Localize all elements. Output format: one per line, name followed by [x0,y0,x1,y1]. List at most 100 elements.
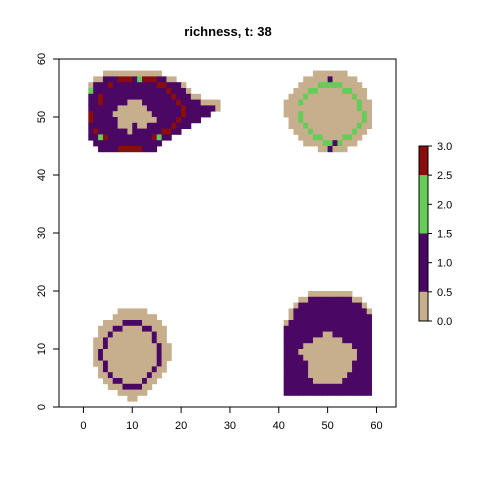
heatmap-cell-bottom-left [107,360,114,367]
heatmap-cell-bottom-right [293,383,299,390]
heatmap-cell-bottom-left [122,308,128,315]
heatmap-cell-top-left [132,70,138,77]
heatmap-cell-bottom-left [117,343,123,350]
heatmap-cell-top-right [322,122,329,129]
heatmap-cell-bottom-left [151,320,158,327]
heatmap-cell-top-left [127,70,133,77]
heatmap-cell-top-left [205,111,211,118]
heatmap-cell-top-left [156,111,162,118]
heatmap-cell-top-left [117,88,123,95]
heatmap-cell-bottom-left [117,372,123,379]
heatmap-cell-bottom-right [317,366,324,373]
heatmap-cell-bottom-right [347,343,353,350]
heatmap-cell-top-right [298,134,304,141]
heatmap-cell-bottom-left [98,372,104,379]
heatmap-cell-bottom-right [308,308,314,315]
heatmap-cell-top-right [332,140,338,147]
heatmap-cell-top-left [112,99,118,106]
heatmap-cell-bottom-right [303,320,309,327]
heatmap-cell-bottom-right [317,314,324,321]
heatmap-cell-top-left [142,146,148,153]
x-tick-label: 20 [175,420,187,432]
heatmap-cell-bottom-right [298,296,304,303]
heatmap-cell-top-right [322,99,329,106]
heatmap-cell-top-right [361,128,368,135]
heatmap-cell-bottom-right [332,372,338,379]
heatmap-cell-top-right [347,93,353,100]
heatmap-cell-bottom-left [142,372,148,379]
heatmap-cell-bottom-left [93,343,99,350]
heatmap-cell-bottom-right [288,337,294,344]
heatmap-cell-bottom-left [137,331,143,338]
heatmap-cell-top-left [137,70,143,77]
heatmap-cell-top-left [151,105,158,112]
heatmap-cell-bottom-left [102,343,109,350]
heatmap-cell-bottom-right [308,331,314,338]
heatmap-cell-top-left [132,111,138,118]
heatmap-cell-bottom-right [288,349,294,356]
heatmap-cell-bottom-right [327,308,333,315]
heatmap-cell-bottom-left [93,337,99,344]
heatmap-cell-top-left [171,99,177,106]
heatmap-cell-top-left [102,134,109,141]
heatmap-cell-bottom-right [342,314,348,321]
heatmap-cell-bottom-right [366,360,372,367]
heatmap-cell-top-right [327,76,333,83]
heatmap-cell-top-right [303,134,309,141]
heatmap-cell-top-left [166,117,172,124]
heatmap-cell-top-right [342,111,348,118]
heatmap-cell-top-right [342,82,348,89]
heatmap-cell-bottom-left [132,337,138,344]
heatmap-cell-bottom-right [312,366,319,373]
heatmap-cell-top-left [156,93,162,100]
heatmap-cell-bottom-left [166,349,172,356]
colorbar-tick-label: 0.0 [437,316,452,328]
heatmap-cell-bottom-right [288,331,294,338]
heatmap-cell-bottom-right [293,308,299,315]
heatmap-cell-top-left [142,99,148,106]
heatmap-cell-bottom-left [122,349,128,356]
heatmap-cell-bottom-right [332,325,338,332]
heatmap-cell-top-left [156,76,162,83]
heatmap-cell-top-right [327,134,333,141]
heatmap-cell-bottom-right [337,331,343,338]
heatmap-cell-bottom-left [122,366,128,373]
heatmap-cell-top-right [322,93,329,100]
heatmap-cell-bottom-right [366,389,372,396]
heatmap-cell-top-right [322,146,329,153]
heatmap-cell-bottom-left [132,349,138,356]
heatmap-cell-bottom-right [337,320,343,327]
heatmap-cell-top-left [107,88,114,95]
heatmap-cell-top-left [93,128,99,135]
heatmap-cell-top-right [356,93,363,100]
heatmap-cell-bottom-right [322,302,329,309]
heatmap-cell-top-left [98,122,104,129]
heatmap-cell-top-right [317,140,324,147]
heatmap-cell-top-right [361,88,368,95]
heatmap-cell-top-right [283,99,289,106]
heatmap-cell-top-right [288,117,294,124]
heatmap-cell-bottom-left [132,343,138,350]
heatmap-cell-bottom-right [317,349,324,356]
heatmap-cell-bottom-left [112,325,118,332]
heatmap-cell-top-left [171,88,177,95]
heatmap-cell-top-left [107,128,114,135]
heatmap-cell-top-right [308,111,314,118]
heatmap-cell-bottom-left [98,349,104,356]
heatmap-cell-top-left [176,99,182,106]
heatmap-cell-bottom-right [361,349,368,356]
heatmap-cell-bottom-right [366,372,372,379]
heatmap-cell-top-left [151,93,158,100]
heatmap-cell-bottom-right [327,343,333,350]
heatmap-cell-bottom-right [366,325,372,332]
heatmap-cell-top-left [107,117,114,124]
heatmap-cell-bottom-left [151,331,158,338]
heatmap-cell-bottom-left [156,337,162,344]
heatmap-cell-bottom-left [107,337,114,344]
heatmap-cell-bottom-right [356,302,363,309]
heatmap-cell-top-left [117,111,123,118]
heatmap-cell-top-right [317,111,324,118]
heatmap-cell-top-left [151,128,158,135]
heatmap-cell-top-left [181,88,187,95]
heatmap-cell-bottom-right [356,296,363,303]
